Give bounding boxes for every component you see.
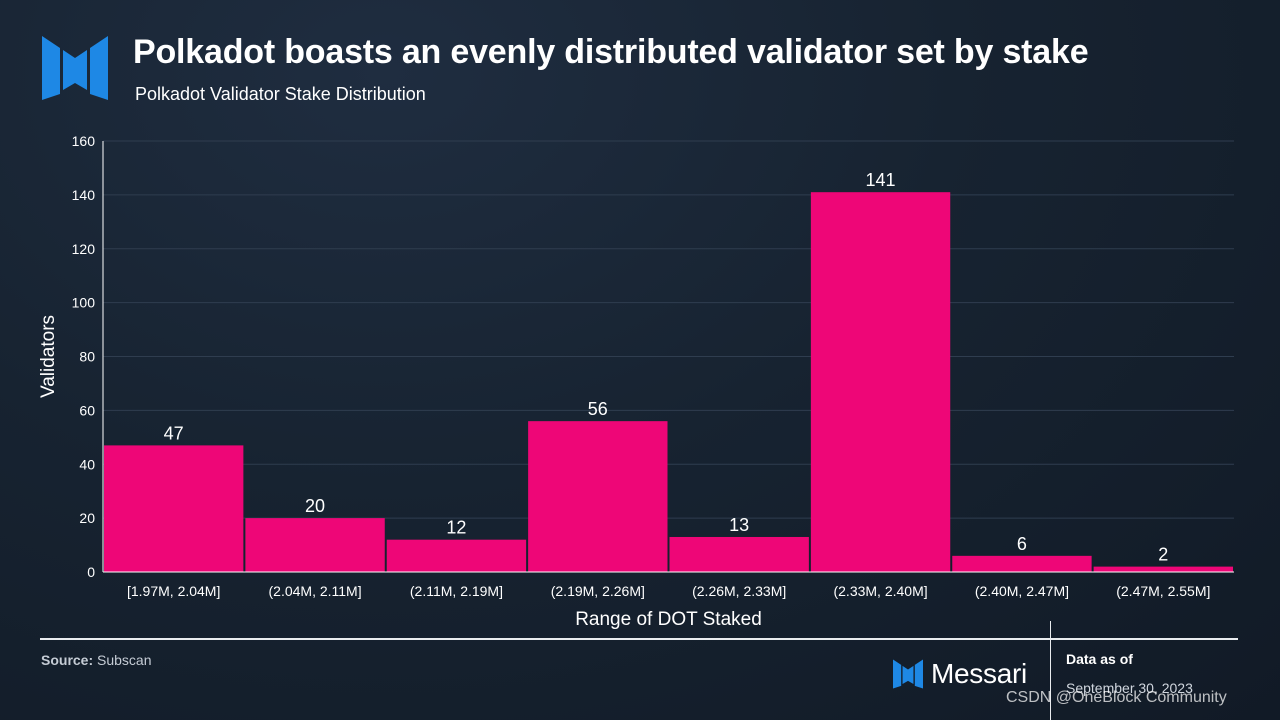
- x-axis-title: Range of DOT Staked: [575, 609, 762, 630]
- data-as-of-label: Data as of: [1066, 651, 1133, 667]
- source-value: Subscan: [97, 652, 152, 668]
- y-tick-label: 160: [72, 133, 96, 149]
- source-note: Source: Subscan: [41, 652, 152, 668]
- footer-vertical-divider: [1050, 621, 1051, 720]
- data-label: 56: [588, 399, 608, 419]
- chart-subtitle: Polkadot Validator Stake Distribution: [135, 84, 426, 104]
- y-tick-label: 40: [79, 456, 95, 472]
- data-label: 13: [729, 515, 749, 535]
- y-axis-ticks: 0 20 40 60 80 100 120 140 160: [72, 133, 96, 580]
- bar: [810, 192, 951, 572]
- bar: [386, 539, 527, 572]
- data-label: 47: [164, 423, 184, 443]
- y-tick-label: 20: [79, 510, 95, 526]
- grid-lines: [103, 140, 1234, 519]
- bar: [245, 518, 385, 572]
- bars: [104, 192, 1233, 572]
- source-label: Source:: [41, 652, 94, 668]
- messari-small-logo-icon: [893, 659, 923, 689]
- bar: [669, 536, 809, 572]
- bar: [952, 555, 1092, 572]
- data-label: 2: [1158, 545, 1168, 565]
- x-tick-label: (2.40M, 2.47M]: [975, 583, 1069, 599]
- y-tick-label: 100: [72, 295, 96, 311]
- watermark: CSDN @OneBlock Community: [1006, 689, 1227, 706]
- x-tick-label: (2.04M, 2.11M]: [269, 583, 362, 599]
- brand-name: Messari: [931, 658, 1027, 689]
- x-tick-label: [1.97M, 2.04M]: [127, 583, 220, 599]
- data-label: 20: [305, 496, 325, 516]
- y-tick-label: 80: [79, 349, 95, 365]
- y-axis-title: Validators: [38, 315, 59, 398]
- x-axis-ticks: [1.97M, 2.04M] (2.04M, 2.11M] (2.11M, 2.19…: [127, 583, 1210, 599]
- x-tick-label: (2.47M, 2.55M]: [1116, 583, 1210, 599]
- bar: [1093, 566, 1233, 572]
- messari-logo-icon: [42, 36, 108, 100]
- chart-title: Polkadot boasts an evenly distributed va…: [133, 33, 1089, 71]
- x-tick-label: (2.11M, 2.19M]: [410, 583, 503, 599]
- x-tick-label: (2.33M, 2.40M]: [833, 583, 927, 599]
- data-label: 12: [446, 518, 466, 538]
- footer-divider: [40, 638, 1238, 640]
- data-labels: 47 20 12 56 13 141 6 2: [164, 170, 1169, 564]
- data-label: 141: [866, 170, 896, 190]
- data-as-of-date: September 30, 2023: [1066, 680, 1193, 696]
- y-tick-label: 60: [79, 402, 95, 418]
- bar: [528, 421, 668, 572]
- x-tick-label: (2.26M, 2.33M]: [692, 583, 786, 599]
- y-tick-label: 120: [72, 241, 96, 257]
- brand-block: Messari: [893, 658, 1027, 690]
- y-tick-label: 140: [72, 187, 96, 203]
- data-label: 6: [1017, 534, 1027, 554]
- y-tick-label: 0: [87, 564, 95, 580]
- x-tick-label: (2.19M, 2.26M]: [551, 583, 645, 599]
- bar: [104, 445, 244, 572]
